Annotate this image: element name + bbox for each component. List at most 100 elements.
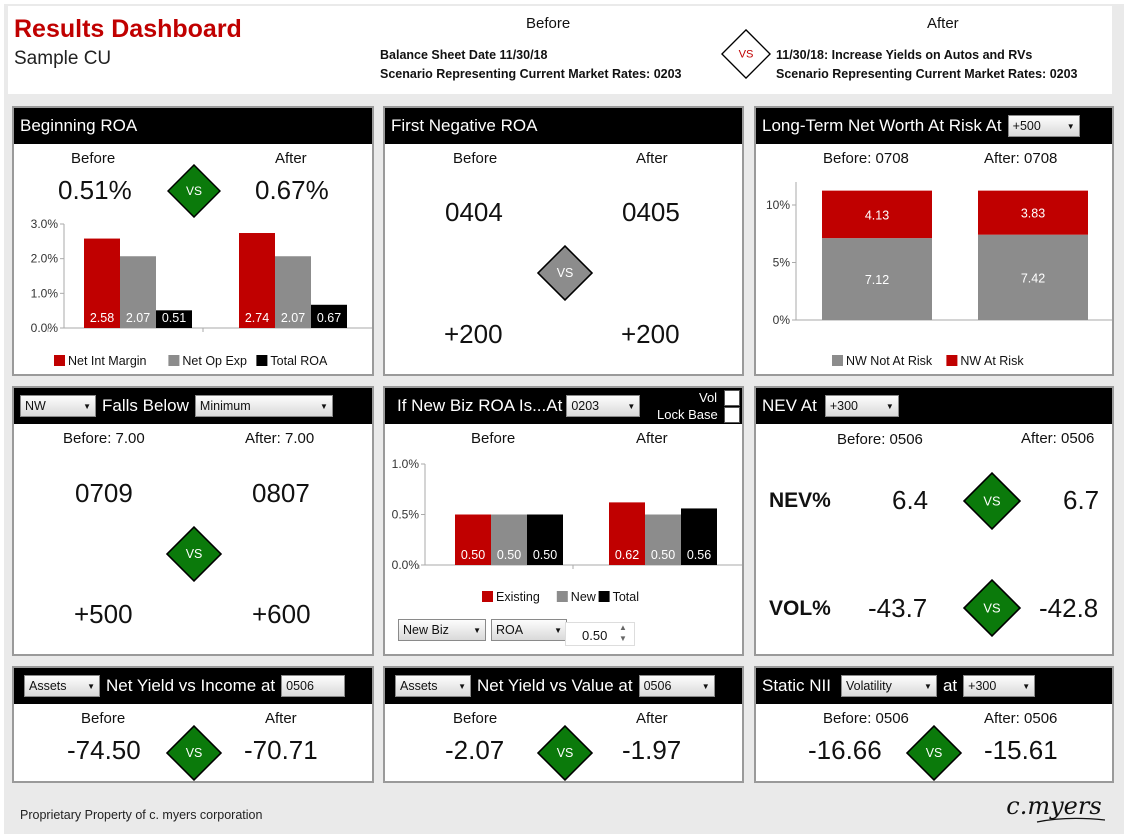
period-input-value: 0506 [286, 679, 314, 693]
y-tick-label: 0% [773, 313, 791, 327]
vs-diamond: VS [167, 164, 221, 218]
legend-swatch [556, 591, 568, 602]
y-tick-label: 5% [773, 256, 791, 270]
y-tick-label: 1.0% [31, 286, 59, 300]
nev-panel: NEV At +300 ▼ Before: 0506 After: 0506 NE… [754, 386, 1114, 656]
beginning-roa-chart: 0.0% 1.0% 2.0% 3.0% 2.58 2.07 0.51 2.74 2.07 0.67… [31, 217, 372, 368]
y-tick-label: 0.0% [392, 558, 420, 572]
vs-diamond: VS [537, 725, 593, 781]
vs-text: VS [926, 746, 943, 760]
after-label: After: 7.00 [245, 430, 315, 447]
nev-before-value: 6.4 [892, 485, 929, 515]
page-title: Results Dashboard [14, 15, 242, 43]
bar-nw-at-risk [978, 190, 1088, 235]
vs-text: VS [186, 184, 202, 198]
page-subtitle: Sample CU [14, 48, 112, 69]
y-tick-label: 1.0% [392, 457, 420, 471]
nii-shock-dropdown[interactable]: +300 ▼ [963, 675, 1036, 697]
nev-header: NEV At +300 ▼ [756, 388, 1112, 424]
first-negative-roa-panel: First Negative ROA Before After 0404 040… [383, 106, 744, 376]
vs-text: VS [983, 600, 1000, 615]
new-biz-roa-title: If New Biz ROA Is...At [397, 396, 563, 415]
after-label: After [636, 430, 668, 447]
bar-existing [455, 514, 491, 565]
bar-net-int-margin [84, 238, 120, 328]
stepper-down-icon[interactable]: ▼ [619, 634, 627, 643]
stepper-up-icon[interactable]: ▲ [619, 623, 627, 632]
before-roa-value: 0.51% [58, 175, 132, 205]
nev-shock-dropdown[interactable]: +300 ▼ [824, 395, 899, 417]
vs-diamond: VS [963, 579, 1021, 637]
vs-diamond: VS [906, 725, 962, 781]
after-scenario-title: 11/30/18: Increase Yields on Autos and R… [776, 48, 1033, 62]
lock-base-checkbox[interactable] [724, 407, 740, 423]
footer-copyright: Proprietary Property of c. myers corpora… [20, 808, 263, 822]
net-yield-income-title: Net Yield vs Income at [106, 676, 276, 695]
beginning-roa-title: Beginning ROA [20, 116, 138, 135]
bar-total-roa [156, 310, 192, 328]
vol-checkbox[interactable] [724, 390, 740, 406]
vs-diamond: VS [963, 472, 1021, 530]
y-tick-label: 0.0% [31, 321, 59, 335]
chevron-down-icon: ▼ [87, 681, 95, 691]
shock-dropdown[interactable]: +500 ▼ [1007, 115, 1080, 137]
static-nii-panel: Static NII Volatility ▼ at +300 ▼ Before: … [754, 666, 1114, 783]
nw-at-risk-header: Long-Term Net Worth At Risk At +500 ▼ [756, 108, 1112, 144]
threshold-dropdown[interactable]: Minimum ▼ [194, 395, 333, 417]
new-biz-roa-header: If New Biz ROA Is...At 0203 ▼ Vol Lock Ba… [385, 388, 742, 424]
at-label: at [942, 676, 958, 695]
y-tick-label: 2.0% [31, 252, 59, 266]
scenario-dropdown[interactable]: 0203 ▼ [566, 395, 641, 417]
legend-swatch [946, 355, 958, 366]
metric-select[interactable]: ROA ▼ [491, 619, 567, 641]
before-label: Before [453, 710, 498, 727]
static-nii-title: Static NII [762, 676, 831, 695]
beginning-roa-panel: Beginning ROA Before After 0.51% 0.67% V… [12, 106, 374, 376]
legend-swatch [168, 355, 180, 366]
vol-after-value: -42.8 [1039, 593, 1099, 623]
metric-select-value: ROA [496, 623, 524, 637]
chevron-down-icon: ▼ [320, 401, 328, 411]
before-label: Before [471, 430, 516, 447]
nii-measure-dropdown[interactable]: Volatility ▼ [840, 675, 937, 697]
chevron-down-icon: ▼ [701, 681, 710, 691]
bar-new [491, 514, 527, 565]
nii-measure-dropdown-value: Volatility [845, 679, 892, 693]
bar-data-label: 2.07 [126, 311, 150, 325]
yield-type-dropdown[interactable]: Assets ▼ [395, 675, 471, 697]
bar-net-op-exp [120, 256, 156, 328]
yield-type-dropdown[interactable]: Assets ▼ [24, 675, 100, 697]
bar-existing [609, 502, 645, 565]
after-first-negative-value: 0405 [622, 197, 680, 227]
bar-data-label: 0.62 [615, 548, 639, 562]
after-label: After: 0506 [1021, 430, 1095, 447]
business-type-select[interactable]: New Biz ▼ [398, 619, 486, 641]
new-biz-roa-chart: 0.0% 0.5% 1.0% 0.50 0.50 0.50 0.62 0.50 0.56 Exis… [392, 457, 742, 604]
legend-label: Net Op Exp [182, 354, 247, 368]
bar-data-label: 0.50 [497, 548, 521, 562]
measure-dropdown[interactable]: NW ▼ [20, 395, 96, 417]
after-shock-value: +600 [252, 599, 311, 629]
vs-text: VS [186, 547, 203, 561]
period-input[interactable]: 0506 [281, 675, 346, 697]
vs-text: VS [557, 266, 574, 280]
y-tick-label: 0.5% [392, 508, 420, 522]
threshold-dropdown-value: Minimum [199, 399, 251, 413]
roa-value-stepper[interactable]: 0.50 ▲ ▼ [565, 622, 635, 646]
period-dropdown[interactable]: 0506 ▼ [638, 675, 715, 697]
header-vs-text: VS [739, 49, 754, 61]
nii-shock-dropdown-value: +300 [968, 679, 997, 693]
chevron-down-icon: ▼ [554, 625, 562, 635]
bar-data-label: 2.58 [90, 311, 114, 325]
after-value: -15.61 [984, 735, 1058, 765]
first-negative-roa-title: First Negative ROA [391, 116, 538, 135]
after-roa-value: 0.67% [255, 175, 329, 205]
nw-at-risk-chart: 0% 5% 10% 7.12 4.13 7.42 3.83 NW Not At Risk NW … [766, 182, 1112, 368]
before-balance-date: Balance Sheet Date 11/30/18 [380, 48, 548, 62]
bar-data-label: 2.74 [245, 311, 269, 325]
legend-label: Net Int Margin [68, 354, 147, 368]
first-negative-roa-header: First Negative ROA [385, 108, 742, 144]
legend-label: Existing [496, 590, 540, 604]
bar-data-label: 0.56 [687, 548, 711, 562]
bar-data-label: 7.42 [1021, 271, 1045, 285]
